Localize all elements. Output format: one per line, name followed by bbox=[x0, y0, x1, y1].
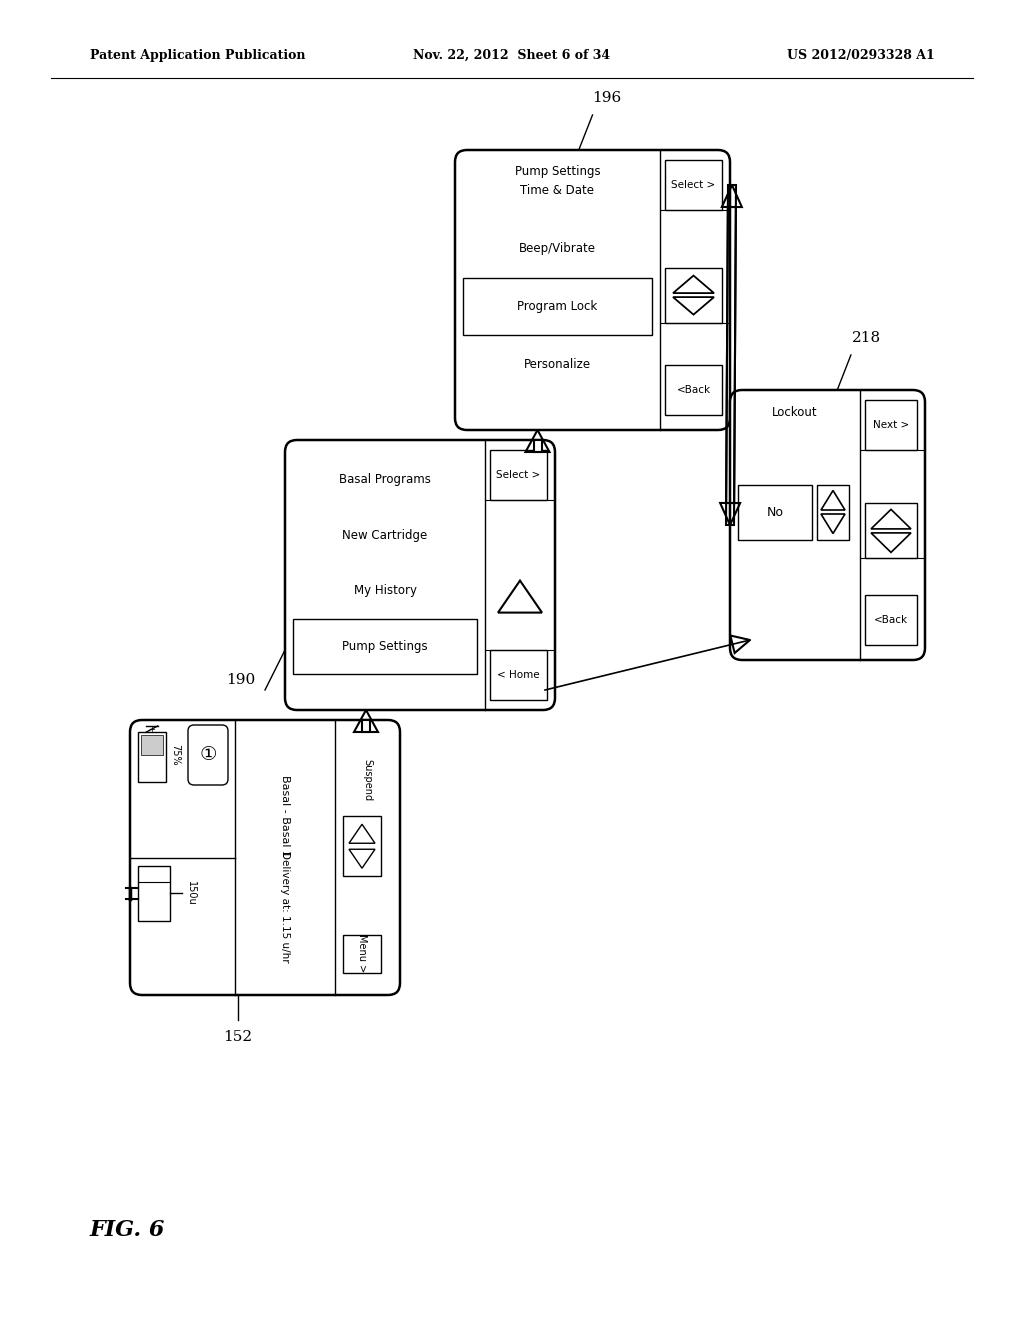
Bar bbox=[865, 400, 918, 450]
Bar bbox=[138, 866, 170, 920]
Text: <Back: <Back bbox=[873, 615, 908, 624]
Bar bbox=[665, 366, 722, 414]
Bar bbox=[138, 733, 166, 781]
Text: FIG. 6: FIG. 6 bbox=[90, 1218, 165, 1241]
Text: 190: 190 bbox=[225, 673, 255, 686]
Text: 196: 196 bbox=[592, 91, 621, 106]
Text: Nov. 22, 2012  Sheet 6 of 34: Nov. 22, 2012 Sheet 6 of 34 bbox=[414, 49, 610, 62]
Text: Basal - Basal 1: Basal - Basal 1 bbox=[280, 775, 290, 857]
Bar bbox=[141, 735, 163, 755]
FancyBboxPatch shape bbox=[188, 725, 228, 785]
Bar bbox=[817, 484, 849, 540]
FancyBboxPatch shape bbox=[285, 440, 555, 710]
Text: < Home: < Home bbox=[498, 671, 540, 680]
Bar bbox=[343, 935, 381, 973]
Bar bbox=[865, 595, 918, 645]
Text: US 2012/0293328 A1: US 2012/0293328 A1 bbox=[787, 49, 935, 62]
Bar bbox=[490, 450, 547, 500]
Bar bbox=[665, 160, 722, 210]
Text: New Cartridge: New Cartridge bbox=[342, 529, 428, 541]
Text: Program Lock: Program Lock bbox=[517, 300, 598, 313]
Text: 75%: 75% bbox=[170, 743, 180, 766]
Bar bbox=[490, 649, 547, 700]
Bar bbox=[362, 719, 370, 733]
Bar bbox=[865, 503, 918, 558]
Bar bbox=[534, 440, 542, 451]
Text: Menu >: Menu > bbox=[357, 935, 367, 973]
Text: 152: 152 bbox=[223, 1030, 253, 1044]
Text: Pump Settings: Pump Settings bbox=[342, 640, 428, 653]
Text: Select >: Select > bbox=[497, 470, 541, 480]
Text: Beep/Vibrate: Beep/Vibrate bbox=[519, 242, 596, 255]
Text: My History: My History bbox=[353, 585, 417, 598]
Text: 150u: 150u bbox=[186, 880, 196, 906]
Text: ①: ① bbox=[200, 746, 217, 764]
Text: 218: 218 bbox=[852, 331, 881, 345]
Text: Patent Application Publication: Patent Application Publication bbox=[90, 49, 305, 62]
FancyBboxPatch shape bbox=[730, 389, 925, 660]
Text: Basal Programs: Basal Programs bbox=[339, 474, 431, 486]
Text: Suspend: Suspend bbox=[362, 759, 373, 801]
Text: Select >: Select > bbox=[672, 180, 716, 190]
Text: Personalize: Personalize bbox=[524, 358, 591, 371]
Text: +: + bbox=[148, 725, 156, 734]
Text: Pump Settings: Pump Settings bbox=[515, 165, 600, 178]
Text: Time & Date: Time & Date bbox=[520, 185, 595, 198]
Text: Next >: Next > bbox=[872, 420, 909, 430]
Text: <Back: <Back bbox=[677, 385, 711, 395]
Bar bbox=[463, 277, 652, 335]
Bar bbox=[738, 484, 812, 540]
FancyBboxPatch shape bbox=[455, 150, 730, 430]
FancyBboxPatch shape bbox=[130, 719, 400, 995]
Bar bbox=[665, 268, 722, 322]
Text: No: No bbox=[767, 506, 783, 519]
Text: Lockout: Lockout bbox=[772, 405, 818, 418]
Bar bbox=[343, 816, 381, 876]
Text: Delivery at: 1.15 u/hr: Delivery at: 1.15 u/hr bbox=[280, 851, 290, 962]
Bar bbox=[293, 619, 477, 675]
